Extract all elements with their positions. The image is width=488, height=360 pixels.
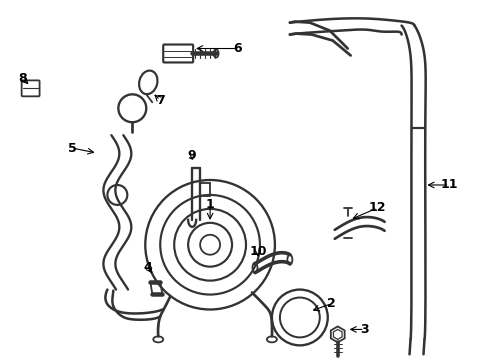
Text: 4: 4	[143, 261, 152, 274]
Text: 5: 5	[68, 141, 77, 155]
Text: 2: 2	[326, 297, 335, 310]
Text: 12: 12	[368, 201, 386, 215]
Text: 8: 8	[18, 72, 27, 85]
Text: 7: 7	[156, 94, 164, 107]
Text: 6: 6	[233, 42, 242, 55]
Text: 9: 9	[187, 149, 196, 162]
Text: 1: 1	[205, 198, 214, 211]
Text: 3: 3	[360, 323, 368, 336]
Text: 10: 10	[249, 245, 266, 258]
Text: 11: 11	[440, 179, 457, 192]
